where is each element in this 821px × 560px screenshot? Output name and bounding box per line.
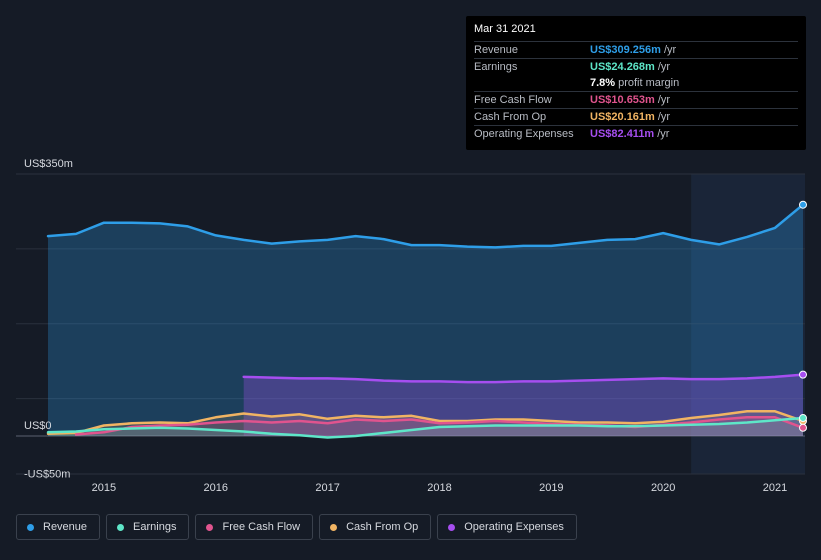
- tooltip-row: Revenue US$309.256m/yr: [474, 41, 798, 58]
- legend-label: Revenue: [43, 521, 88, 533]
- tooltip-row-label: Earnings: [474, 61, 518, 73]
- tooltip-row-unit: /yr: [657, 111, 671, 123]
- earnings-line: [46, 416, 805, 439]
- legend-dot-icon: [330, 523, 338, 531]
- tooltip-rows: Revenue US$309.256m/yr Earnings US$24.268m /…: [474, 41, 798, 142]
- legend-dot-icon: [117, 523, 125, 531]
- x-axis-label: 2019: [539, 482, 563, 494]
- tooltip-row: Earnings US$24.268m/yr: [474, 58, 798, 75]
- y-axis-label: US$350m: [24, 158, 73, 170]
- legend: Revenue Earnings Free Cash Flow Cash From O…: [16, 514, 577, 540]
- operating-expenses-end-point: [799, 370, 807, 379]
- tooltip-panel: Mar 31 2021 Revenue US$309.256m/yr Earning…: [466, 16, 806, 150]
- legend-label: Free Cash Flow: [222, 521, 301, 533]
- x-axis-label: 2016: [204, 482, 228, 494]
- earnings-area: [48, 418, 803, 438]
- cash-from-op-line: [46, 410, 805, 436]
- legend-item-cash-from-op[interactable]: Cash From Op: [319, 514, 432, 540]
- tooltip-row-label: [474, 75, 590, 91]
- tooltip-row-label: Revenue: [474, 44, 519, 56]
- legend-item-operating-expenses[interactable]: Operating Expenses: [437, 514, 577, 540]
- x-axis-label: 2018: [427, 482, 451, 494]
- legend-item-free-cash-flow[interactable]: Free Cash Flow: [195, 514, 314, 540]
- tooltip-row: 7.8% profit margin: [474, 75, 798, 91]
- legend-item-revenue[interactable]: Revenue: [16, 514, 101, 540]
- legend-dot-icon: [206, 523, 214, 531]
- legend-label: Operating Expenses: [464, 521, 564, 533]
- tooltip-row-value: US$24.268m: [590, 61, 655, 73]
- cash-from-op-area: [48, 411, 803, 436]
- legend-label: Earnings: [133, 521, 177, 533]
- revenue-end-point: [799, 200, 807, 209]
- legend-label: Cash From Op: [346, 521, 419, 533]
- tooltip-row-label: Free Cash Flow: [474, 94, 552, 106]
- tooltip-row-unit: /yr: [657, 61, 671, 73]
- tooltip-row-label: Cash From Op: [474, 111, 547, 123]
- operating-expenses-line: [242, 373, 805, 384]
- x-axis-labels: 2015 2016 2017 2018 2019 2020 2021: [92, 482, 788, 494]
- free-cash-flow-end-point: [799, 423, 807, 432]
- series-end-markers: [799, 200, 807, 432]
- tooltip-row-value: 7.8%: [590, 77, 616, 89]
- tooltip-row-value: US$20.161m: [590, 111, 655, 123]
- tooltip-row-unit: profit margin: [618, 77, 680, 89]
- y-axis-labels: US$350m US$0 -US$50m: [24, 158, 73, 480]
- earnings-end-point: [799, 414, 807, 423]
- tooltip-row: Free Cash Flow US$10.653m/yr: [474, 91, 798, 108]
- tooltip-row-unit: /yr: [657, 128, 670, 140]
- tooltip-row-value: US$10.653m: [590, 94, 655, 106]
- legend-dot-icon: [27, 523, 34, 531]
- revenue-line: [46, 203, 805, 249]
- y-axis-label: -US$50m: [24, 468, 70, 480]
- legend-item-earnings[interactable]: Earnings: [106, 514, 190, 540]
- free-cash-flow-line: [74, 416, 805, 436]
- x-axis-label: 2015: [92, 482, 116, 494]
- revenue-area: [48, 204, 803, 436]
- tooltip-date: Mar 31 2021: [474, 23, 536, 35]
- tooltip-row: Cash From Op US$20.161m/yr: [474, 108, 798, 125]
- tooltip-row-value: US$309.256m: [590, 44, 661, 56]
- tooltip-row-label: Operating Expenses: [474, 128, 574, 140]
- x-axis-label: 2020: [651, 482, 675, 494]
- tooltip-row-unit: /yr: [657, 94, 671, 106]
- tooltip-row: Operating Expenses US$82.411m/yr: [474, 125, 798, 142]
- x-axis-label: 2017: [315, 482, 339, 494]
- tooltip-row-value: US$82.411m: [590, 128, 655, 140]
- tooltip-row-unit: /yr: [663, 44, 677, 56]
- x-axis-label: 2021: [763, 482, 787, 494]
- series-lines: [46, 203, 805, 439]
- y-axis-label: US$0: [24, 420, 52, 432]
- gridlines: [16, 173, 805, 475]
- legend-dot-icon: [448, 523, 456, 531]
